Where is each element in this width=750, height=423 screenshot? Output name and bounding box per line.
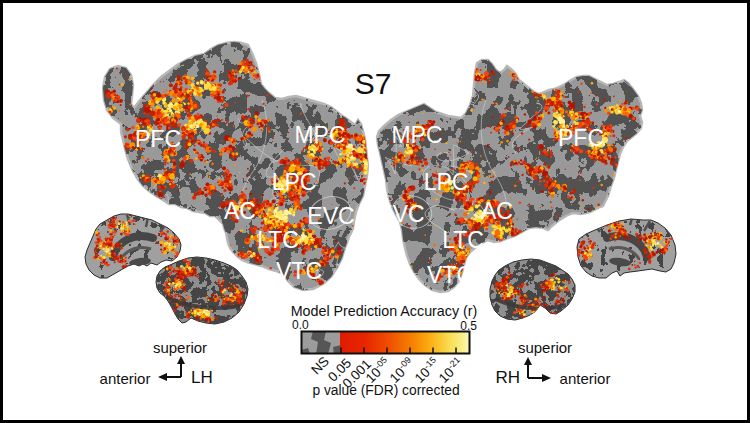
svg-text:LTC: LTC	[442, 227, 484, 253]
svg-text:S7: S7	[355, 67, 392, 100]
svg-text:LPC: LPC	[424, 169, 469, 195]
svg-text:anterior: anterior	[100, 370, 151, 387]
svg-text:p value (FDR) corrected: p value (FDR) corrected	[312, 383, 459, 398]
svg-text:MPC: MPC	[294, 122, 345, 148]
svg-text:VTC: VTC	[427, 262, 473, 288]
svg-text:Model Prediction Accuracy (r): Model Prediction Accuracy (r)	[291, 303, 478, 319]
svg-text:anterior: anterior	[560, 370, 611, 387]
svg-text:VTC: VTC	[276, 258, 322, 284]
svg-text:EVC: EVC	[377, 201, 424, 227]
svg-text:0.0: 0.0	[292, 318, 309, 332]
svg-text:superior: superior	[518, 339, 572, 356]
svg-text:PFC: PFC	[135, 126, 181, 152]
svg-text:EVC: EVC	[307, 203, 354, 229]
svg-text:MPC: MPC	[391, 122, 442, 148]
svg-text:RH: RH	[495, 368, 520, 387]
svg-text:PFC: PFC	[558, 125, 604, 151]
svg-text:AC: AC	[224, 198, 256, 224]
svg-text:superior: superior	[153, 339, 207, 356]
svg-text:LH: LH	[191, 368, 213, 387]
svg-text:AC: AC	[481, 198, 513, 224]
svg-text:LPC: LPC	[272, 169, 317, 195]
svg-text:LTC: LTC	[257, 227, 299, 253]
